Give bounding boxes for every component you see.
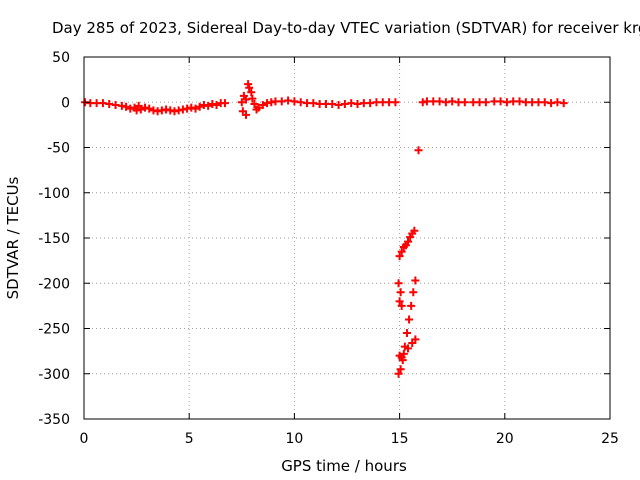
y-tick-label: -250 bbox=[38, 322, 70, 338]
data-point bbox=[559, 99, 568, 108]
data-point bbox=[248, 94, 257, 103]
y-tick-label: 50 bbox=[52, 50, 70, 66]
data-point bbox=[195, 102, 204, 111]
data-point bbox=[460, 98, 469, 107]
data-point bbox=[394, 279, 403, 288]
data-point bbox=[409, 288, 418, 297]
data-point bbox=[411, 276, 420, 285]
y-tick-label: -150 bbox=[38, 231, 70, 247]
data-point bbox=[245, 83, 254, 92]
x-axis-title: GPS time / hours bbox=[281, 457, 407, 475]
x-tick-label: 20 bbox=[496, 431, 514, 447]
data-point bbox=[258, 100, 267, 109]
data-point bbox=[397, 301, 406, 310]
data-point bbox=[396, 365, 405, 374]
data-point bbox=[191, 104, 200, 113]
axis-ticks: 0 5 10 15 20 25 50 0 -50 -100 -150 -200 -250 -300 -350 bbox=[38, 50, 619, 447]
data-point bbox=[122, 102, 131, 111]
data-point bbox=[397, 247, 406, 256]
y-tick-label: -300 bbox=[38, 367, 70, 383]
x-tick-label: 25 bbox=[601, 431, 619, 447]
data-point bbox=[394, 369, 403, 378]
data-point bbox=[237, 98, 246, 107]
data-point bbox=[396, 288, 405, 297]
data-point bbox=[247, 88, 256, 97]
x-tick-label: 15 bbox=[391, 431, 409, 447]
data-point bbox=[250, 100, 259, 109]
data-point bbox=[145, 104, 154, 113]
data-point bbox=[404, 237, 413, 246]
y-tick-label: -200 bbox=[38, 276, 70, 292]
grid-lines bbox=[84, 57, 610, 419]
data-point bbox=[402, 329, 411, 338]
data-point bbox=[220, 99, 229, 108]
data-point bbox=[254, 103, 263, 112]
data-point bbox=[407, 301, 416, 310]
data-point bbox=[204, 101, 213, 110]
chart-title: Day 285 of 2023, Sidereal Day-to-day VTE… bbox=[52, 19, 640, 37]
data-point bbox=[404, 344, 413, 353]
data-points bbox=[81, 80, 568, 378]
x-tick-label: 5 bbox=[185, 431, 194, 447]
data-point bbox=[405, 315, 414, 324]
data-point bbox=[481, 98, 490, 107]
data-point bbox=[136, 105, 145, 114]
data-point bbox=[395, 297, 404, 306]
data-point bbox=[391, 98, 400, 107]
y-tick-label: -100 bbox=[38, 186, 70, 202]
data-point bbox=[414, 146, 423, 155]
data-point bbox=[399, 349, 408, 358]
data-point bbox=[395, 252, 404, 261]
data-point bbox=[212, 100, 221, 109]
data-point bbox=[411, 335, 420, 344]
data-point bbox=[242, 110, 251, 119]
y-tick-label: 0 bbox=[61, 95, 70, 111]
y-tick-label: -50 bbox=[47, 141, 70, 157]
x-tick-label: 0 bbox=[80, 431, 89, 447]
data-point bbox=[410, 226, 419, 235]
y-axis-title: SDTVAR / TECUs bbox=[4, 176, 22, 299]
x-tick-label: 10 bbox=[285, 431, 303, 447]
y-tick-label: -350 bbox=[38, 412, 70, 428]
